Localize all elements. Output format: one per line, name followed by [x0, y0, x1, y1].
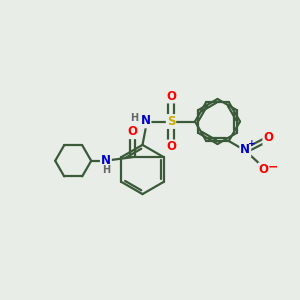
Text: N: N — [101, 154, 111, 167]
Text: +: + — [248, 140, 256, 148]
Text: N: N — [140, 114, 151, 128]
Text: H: H — [130, 113, 139, 123]
Text: O: O — [127, 125, 137, 138]
Text: O: O — [166, 89, 176, 103]
Text: N: N — [240, 143, 250, 157]
Text: H: H — [102, 165, 110, 176]
Text: −: − — [268, 161, 279, 174]
Text: O: O — [263, 131, 273, 145]
Text: O: O — [166, 140, 176, 154]
Text: O: O — [259, 163, 269, 176]
Text: S: S — [167, 115, 175, 128]
